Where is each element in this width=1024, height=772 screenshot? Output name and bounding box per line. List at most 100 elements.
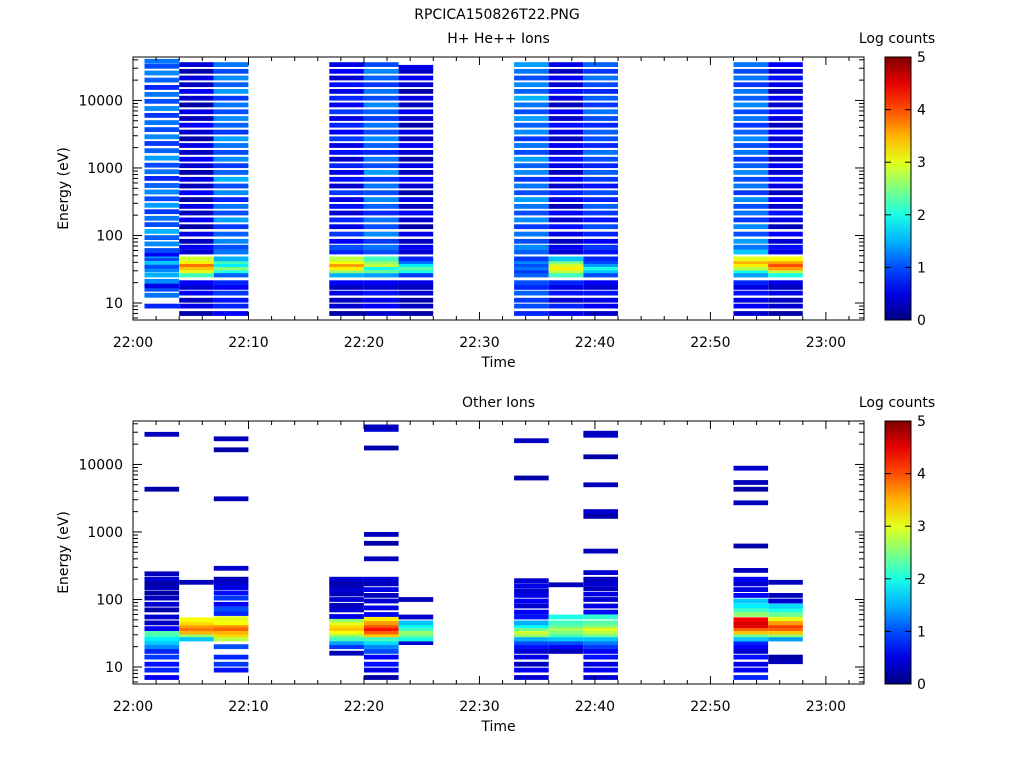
heatmap-cell bbox=[364, 102, 399, 108]
heatmap-cell bbox=[179, 617, 214, 623]
heatmap-cell bbox=[144, 134, 180, 140]
heatmap-cell bbox=[583, 265, 618, 271]
heatmap-cell bbox=[329, 285, 364, 290]
heatmap-cell bbox=[548, 82, 584, 88]
heatmap-cell bbox=[329, 150, 364, 155]
heatmap-cell bbox=[733, 303, 769, 309]
heatmap-cell bbox=[364, 540, 399, 546]
heatmap-cell bbox=[398, 143, 434, 148]
heatmap-cell bbox=[548, 259, 584, 264]
heatmap-cell bbox=[514, 95, 549, 101]
heatmap-cell bbox=[583, 68, 618, 74]
heatmap-cell bbox=[583, 290, 618, 296]
heatmap-cell bbox=[583, 272, 618, 278]
heatmap-cell bbox=[329, 259, 364, 264]
colorbar-label: Log counts bbox=[859, 395, 935, 411]
heatmap-cell bbox=[514, 654, 549, 660]
heatmap-cell bbox=[144, 248, 180, 253]
heatmap-cell bbox=[548, 163, 584, 169]
heatmap-cell bbox=[514, 109, 549, 115]
heatmap-cell bbox=[514, 143, 549, 148]
heatmap-cell bbox=[329, 170, 364, 175]
heatmap-cell bbox=[179, 62, 214, 67]
heatmap-cell bbox=[768, 612, 803, 617]
heatmap-cell bbox=[179, 129, 214, 135]
heatmap-cell bbox=[213, 176, 249, 182]
heatmap-cell bbox=[213, 311, 249, 316]
heatmap-cell bbox=[733, 231, 769, 237]
heatmap-cell bbox=[398, 150, 434, 155]
heatmap-cell bbox=[144, 113, 180, 118]
heatmap-cell bbox=[583, 224, 618, 230]
y-tick-label: 10 bbox=[105, 296, 123, 312]
heatmap-cell bbox=[398, 217, 434, 223]
heatmap-cell bbox=[329, 602, 364, 608]
heatmap-cell bbox=[213, 290, 249, 296]
heatmap-cell bbox=[144, 675, 180, 680]
heatmap-cell bbox=[768, 636, 803, 642]
panel-title: H+ He++ Ions bbox=[447, 31, 550, 47]
heatmap-cell bbox=[514, 636, 549, 642]
heatmap-cell bbox=[179, 244, 214, 250]
heatmap-cell bbox=[364, 532, 399, 537]
heatmap-cell bbox=[583, 603, 618, 609]
heatmap-cell bbox=[329, 129, 364, 135]
heatmap-cell bbox=[768, 204, 803, 209]
heatmap-cell bbox=[329, 210, 364, 216]
heatmap-cell bbox=[733, 568, 769, 573]
heatmap-cell bbox=[514, 311, 549, 316]
heatmap-cell bbox=[144, 286, 180, 292]
colorbar-tick-label: 4 bbox=[917, 103, 926, 119]
heatmap-cell bbox=[179, 183, 214, 189]
heatmap-cell bbox=[768, 623, 803, 628]
heatmap-cell bbox=[144, 595, 180, 601]
heatmap-cell bbox=[583, 197, 618, 202]
heatmap-cell bbox=[583, 661, 618, 667]
heatmap-cell bbox=[179, 190, 214, 196]
heatmap-cell bbox=[213, 585, 249, 590]
heatmap-cell bbox=[144, 169, 180, 175]
heatmap-cell bbox=[144, 626, 180, 631]
heatmap-cell bbox=[398, 285, 434, 290]
heatmap-cell bbox=[144, 120, 180, 125]
heatmap-cell bbox=[329, 640, 364, 645]
heatmap-cell bbox=[144, 283, 180, 289]
heatmap-cell bbox=[398, 210, 434, 216]
heatmap-cell bbox=[514, 280, 549, 286]
heatmap-cell bbox=[364, 244, 399, 250]
heatmap-cell bbox=[213, 565, 249, 571]
heatmap-cell bbox=[144, 98, 180, 104]
heatmap-cell bbox=[364, 176, 399, 182]
heatmap-cell bbox=[364, 285, 399, 290]
heatmap-cell bbox=[213, 285, 249, 290]
heatmap-cell bbox=[548, 285, 584, 290]
heatmap-cell bbox=[398, 224, 434, 230]
heatmap-cell bbox=[548, 272, 584, 278]
heatmap-cell bbox=[364, 616, 399, 622]
y-tick-label: 1000 bbox=[87, 161, 123, 177]
heatmap-cell bbox=[733, 259, 769, 264]
heatmap-cell bbox=[398, 268, 434, 274]
heatmap-cell bbox=[398, 262, 434, 267]
heatmap-cell bbox=[583, 454, 618, 460]
heatmap-cell bbox=[514, 249, 549, 255]
heatmap-cell bbox=[548, 68, 584, 74]
heatmap-cell bbox=[179, 102, 214, 108]
heatmap-cell bbox=[364, 556, 399, 562]
heatmap-cell bbox=[733, 612, 769, 617]
heatmap-cell bbox=[583, 514, 618, 519]
heatmap-cell bbox=[144, 70, 180, 76]
heatmap-cell bbox=[583, 644, 618, 650]
x-tick-label: 22:50 bbox=[690, 335, 730, 351]
heatmap-cell bbox=[213, 62, 249, 67]
heatmap-cell bbox=[364, 605, 399, 611]
heatmap-cell bbox=[768, 620, 803, 626]
heatmap-cell bbox=[548, 170, 584, 175]
heatmap-cell bbox=[213, 629, 249, 635]
heatmap-cell bbox=[144, 155, 180, 161]
heatmap-cell bbox=[514, 210, 549, 216]
heatmap-cell bbox=[179, 238, 214, 244]
heatmap-cell bbox=[144, 92, 180, 97]
heatmap-cell bbox=[398, 632, 434, 638]
heatmap-cell bbox=[144, 215, 180, 221]
